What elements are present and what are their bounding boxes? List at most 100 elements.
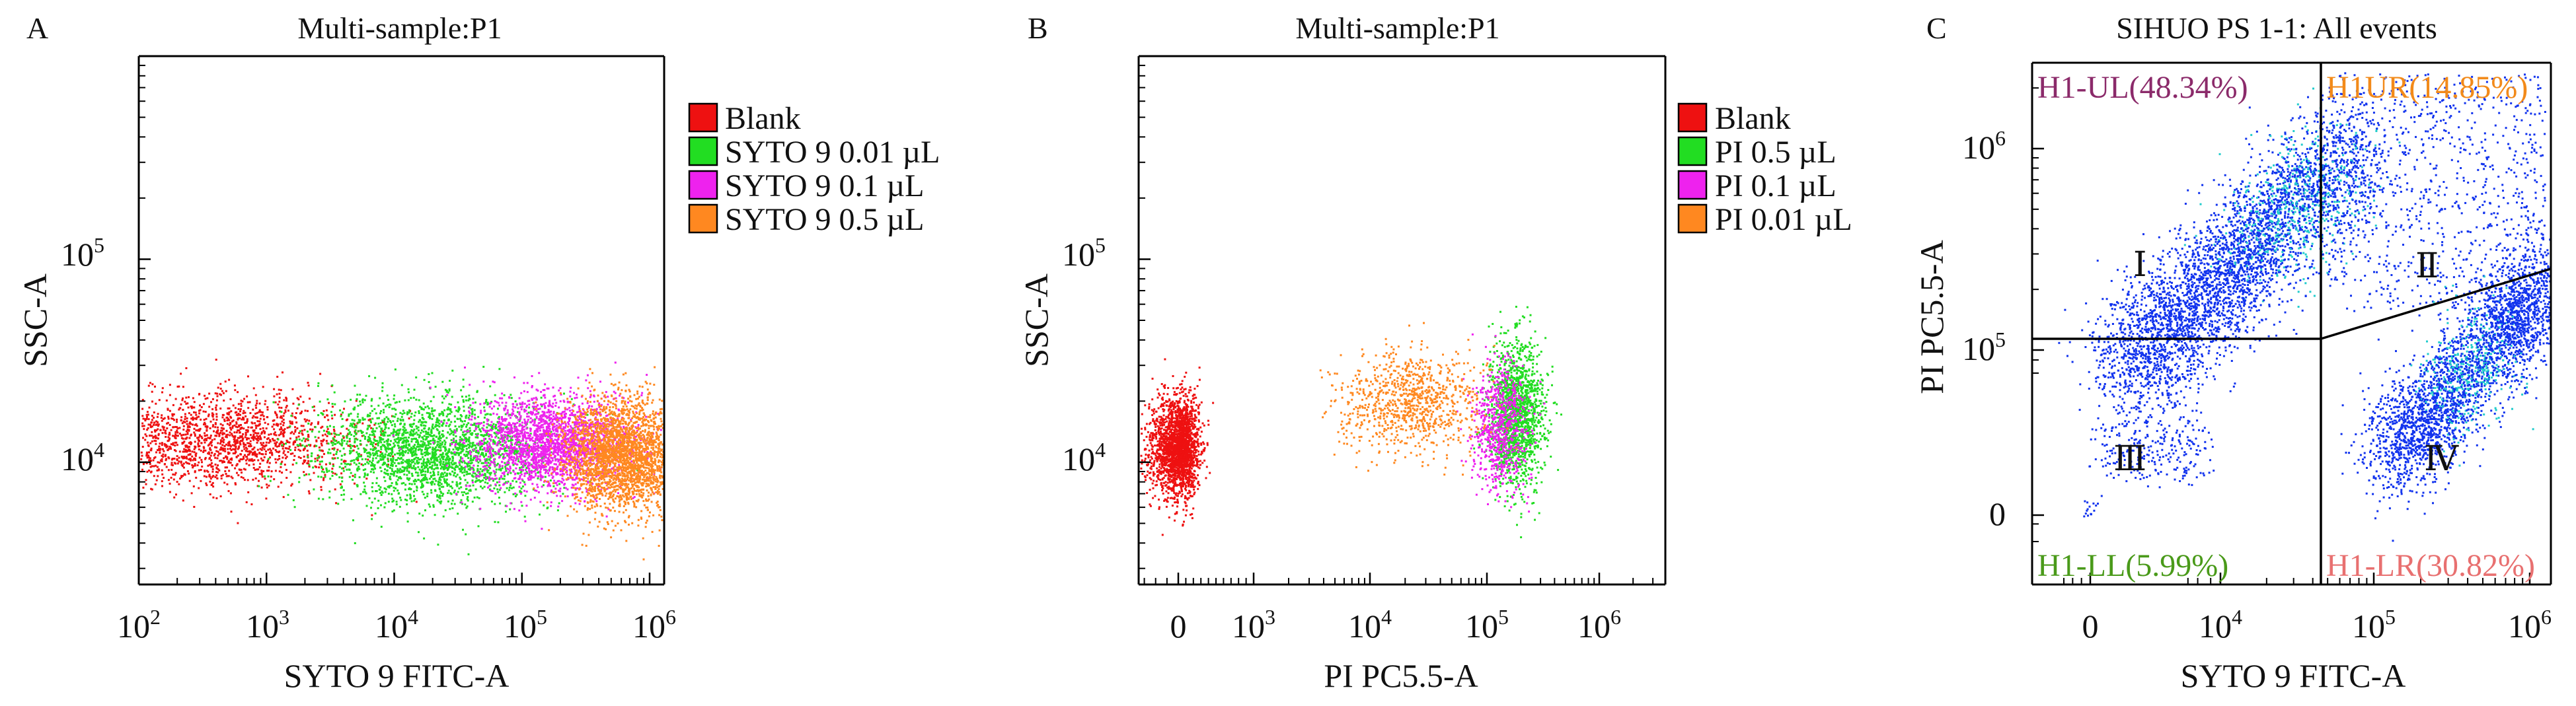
data-point — [303, 418, 306, 421]
data-point — [486, 404, 489, 406]
data-point — [277, 485, 280, 488]
data-point — [397, 457, 400, 460]
data-point — [145, 479, 147, 481]
data-point — [311, 406, 314, 408]
data-point — [524, 460, 526, 462]
data-point — [535, 472, 537, 475]
data-point — [531, 439, 534, 442]
data-point — [386, 440, 389, 442]
data-point — [275, 434, 278, 437]
data-point — [240, 476, 243, 478]
data-point — [425, 477, 428, 479]
data-point — [457, 491, 459, 493]
data-point — [235, 451, 237, 454]
data-point — [468, 440, 471, 442]
data-point — [340, 485, 343, 488]
data-point — [377, 404, 380, 407]
data-point — [318, 431, 321, 433]
data-point — [342, 467, 344, 470]
data-point — [463, 423, 465, 425]
data-point — [446, 452, 449, 454]
data-point — [432, 446, 434, 449]
data-point — [447, 406, 449, 409]
data-point — [209, 420, 212, 423]
data-point — [525, 471, 528, 474]
data-point — [439, 435, 441, 437]
data-point — [569, 457, 572, 460]
data-point — [256, 448, 259, 451]
data-point — [411, 454, 414, 457]
data-point — [496, 429, 499, 431]
data-point — [260, 438, 262, 441]
data-point — [209, 477, 212, 480]
data-point — [504, 464, 507, 466]
data-point — [181, 422, 184, 425]
data-point — [397, 444, 400, 447]
data-point — [239, 408, 242, 411]
data-point — [193, 406, 196, 409]
data-point — [209, 448, 212, 451]
data-point — [221, 432, 224, 435]
data-point — [263, 475, 266, 477]
data-point — [220, 427, 223, 429]
data-point — [379, 488, 381, 491]
data-point — [457, 448, 460, 450]
data-point — [322, 429, 325, 432]
data-point — [307, 439, 309, 442]
data-point — [188, 423, 191, 425]
data-point — [280, 433, 282, 435]
data-point — [531, 453, 533, 456]
data-point — [490, 427, 493, 429]
data-point — [326, 442, 328, 444]
data-point — [453, 441, 455, 443]
data-point — [292, 443, 295, 446]
data-point — [333, 439, 336, 441]
data-point — [150, 487, 153, 490]
data-point — [200, 449, 202, 452]
data-point — [466, 481, 469, 484]
data-point — [390, 421, 392, 424]
data-point — [184, 448, 187, 451]
data-point — [251, 437, 254, 439]
data-point — [274, 442, 277, 445]
data-point — [254, 432, 256, 435]
data-point — [165, 466, 168, 468]
data-point — [444, 448, 447, 450]
data-point — [200, 479, 202, 482]
data-point — [407, 441, 410, 442]
data-point — [161, 432, 164, 435]
data-point — [310, 423, 313, 426]
data-point — [489, 456, 492, 459]
data-point — [264, 421, 266, 424]
data-point — [402, 441, 405, 444]
data-point — [503, 439, 506, 442]
data-point — [367, 425, 369, 427]
data-point — [521, 447, 524, 450]
data-point — [517, 460, 520, 462]
data-point — [328, 490, 331, 493]
data-point — [374, 452, 377, 455]
data-point — [351, 444, 354, 447]
data-point — [393, 442, 395, 444]
data-point — [256, 453, 258, 456]
data-point — [325, 409, 328, 411]
data-point — [298, 438, 301, 441]
data-point — [463, 491, 465, 493]
data-point — [169, 437, 171, 440]
data-point — [421, 413, 424, 416]
data-point — [426, 478, 428, 481]
data-point — [463, 469, 466, 472]
data-point — [159, 452, 161, 454]
data-point — [147, 444, 150, 447]
data-point — [147, 418, 150, 421]
data-point — [289, 420, 291, 423]
data-point — [478, 458, 481, 461]
data-point — [242, 412, 245, 415]
data-point — [428, 416, 430, 418]
data-point — [554, 446, 556, 448]
data-point — [307, 435, 309, 438]
data-point — [535, 437, 538, 439]
data-point — [158, 462, 161, 464]
data-point — [407, 460, 410, 463]
data-point — [172, 442, 174, 444]
